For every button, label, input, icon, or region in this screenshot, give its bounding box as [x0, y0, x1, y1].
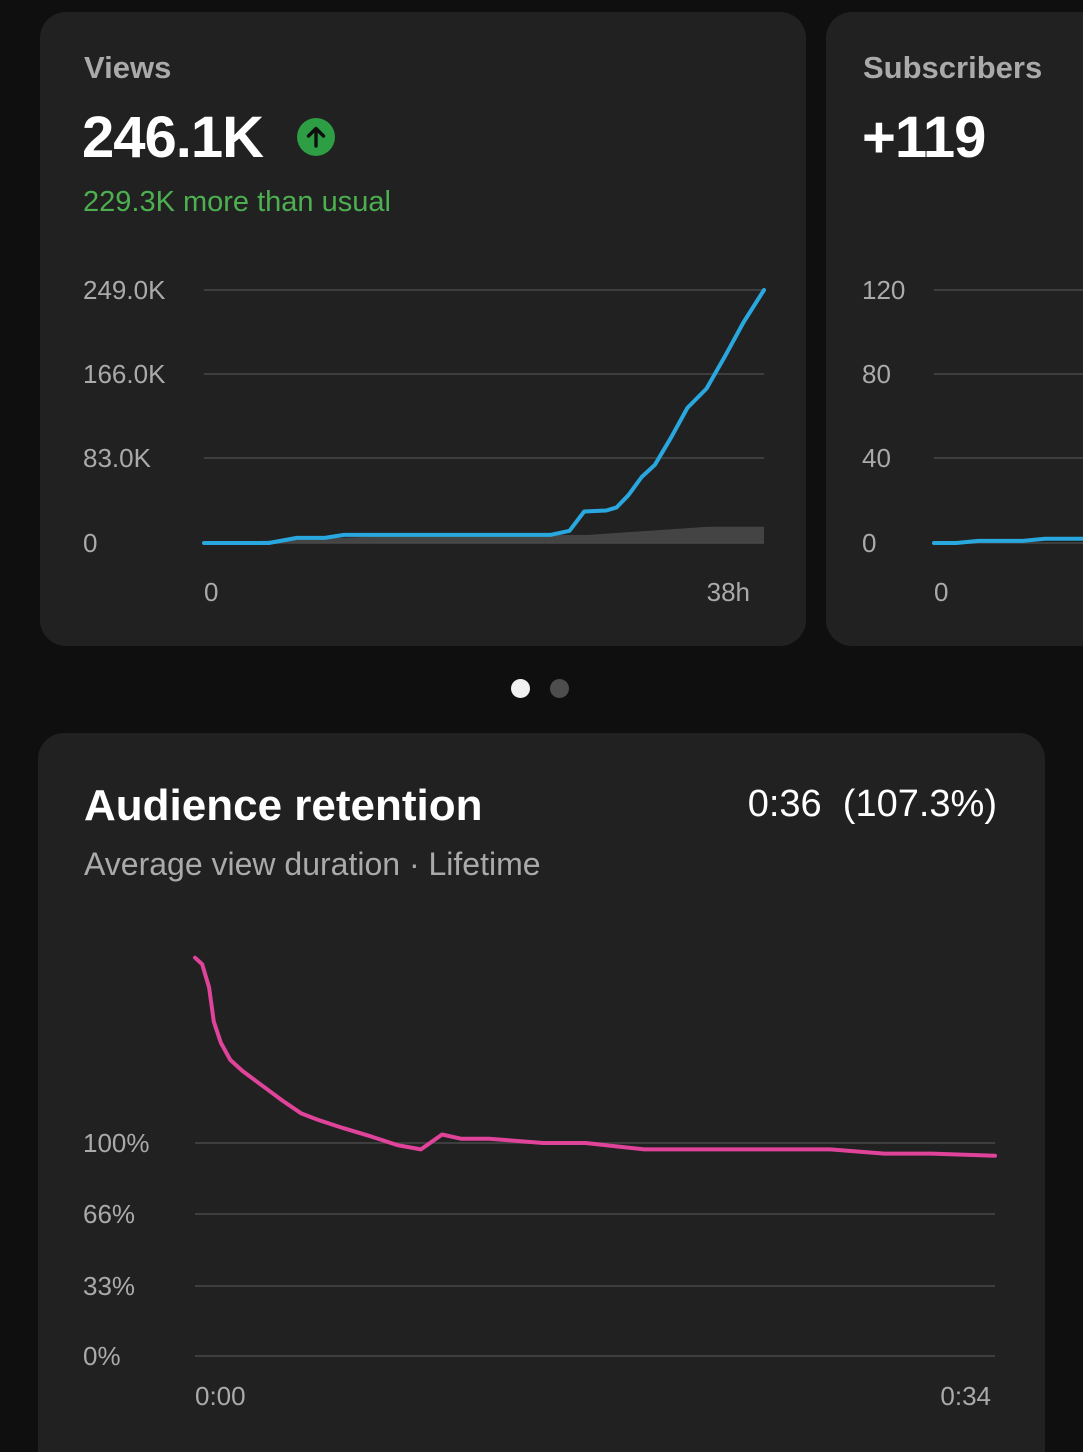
carousel-dot-active[interactable]	[511, 679, 530, 698]
carousel-dot[interactable]	[550, 679, 569, 698]
y-tick-label: 40	[862, 443, 891, 473]
x-tick-label: 0:00	[195, 1381, 246, 1411]
y-tick-label: 0	[862, 528, 876, 558]
views-value: 246.1K	[82, 105, 264, 170]
retention-summary: 0:36 (107.3%)	[748, 783, 997, 826]
retention-title: Audience retention	[84, 781, 483, 830]
retention-subtitle: Average view duration · Lifetime	[84, 846, 541, 882]
retention-percent: (107.3%)	[842, 783, 997, 825]
y-tick-label: 66%	[83, 1199, 135, 1229]
views-series-line	[202, 288, 766, 545]
x-tick-label: 0	[934, 577, 948, 607]
y-tick-label: 83.0K	[83, 443, 152, 473]
subscribers-label: Subscribers	[863, 50, 1043, 85]
audience-retention-card[interactable]: Audience retention 0:36 (107.3%) Average…	[38, 733, 1045, 1452]
y-tick-label: 249.0K	[83, 275, 166, 305]
arrow-up-circle-icon	[297, 118, 335, 156]
y-tick-label: 80	[862, 359, 891, 389]
y-tick-label: 33%	[83, 1271, 135, 1301]
y-tick-label: 120	[862, 275, 905, 305]
subscribers-card[interactable]: Subscribers +119 120 80 40 0 0	[826, 12, 1083, 646]
x-tick-label: 0:34	[940, 1381, 991, 1411]
subscribers-chart: 120 80 40 0 0	[862, 275, 1083, 607]
retention-duration: 0:36	[747, 783, 822, 825]
retention-series-line	[193, 955, 997, 1158]
subscribers-value: +119	[862, 105, 986, 170]
views-delta: 229.3K more than usual	[83, 186, 391, 218]
y-tick-label: 0%	[83, 1341, 121, 1371]
subscribers-series-line	[932, 536, 1083, 545]
carousel-indicator	[0, 679, 1083, 699]
retention-chart: 100% 66% 33% 0% 0:00 0:34	[83, 955, 997, 1411]
views-chart: 249.0K 166.0K 83.0K 0 0 38h	[83, 275, 766, 607]
y-tick-label: 100%	[83, 1128, 150, 1158]
views-card[interactable]: Views 246.1K 229.3K more than usual 249.…	[40, 12, 806, 646]
views-label: Views	[84, 50, 172, 85]
y-tick-label: 166.0K	[83, 359, 166, 389]
x-tick-label: 38h	[707, 577, 750, 607]
x-tick-label: 0	[204, 577, 218, 607]
y-tick-label: 0	[83, 528, 97, 558]
